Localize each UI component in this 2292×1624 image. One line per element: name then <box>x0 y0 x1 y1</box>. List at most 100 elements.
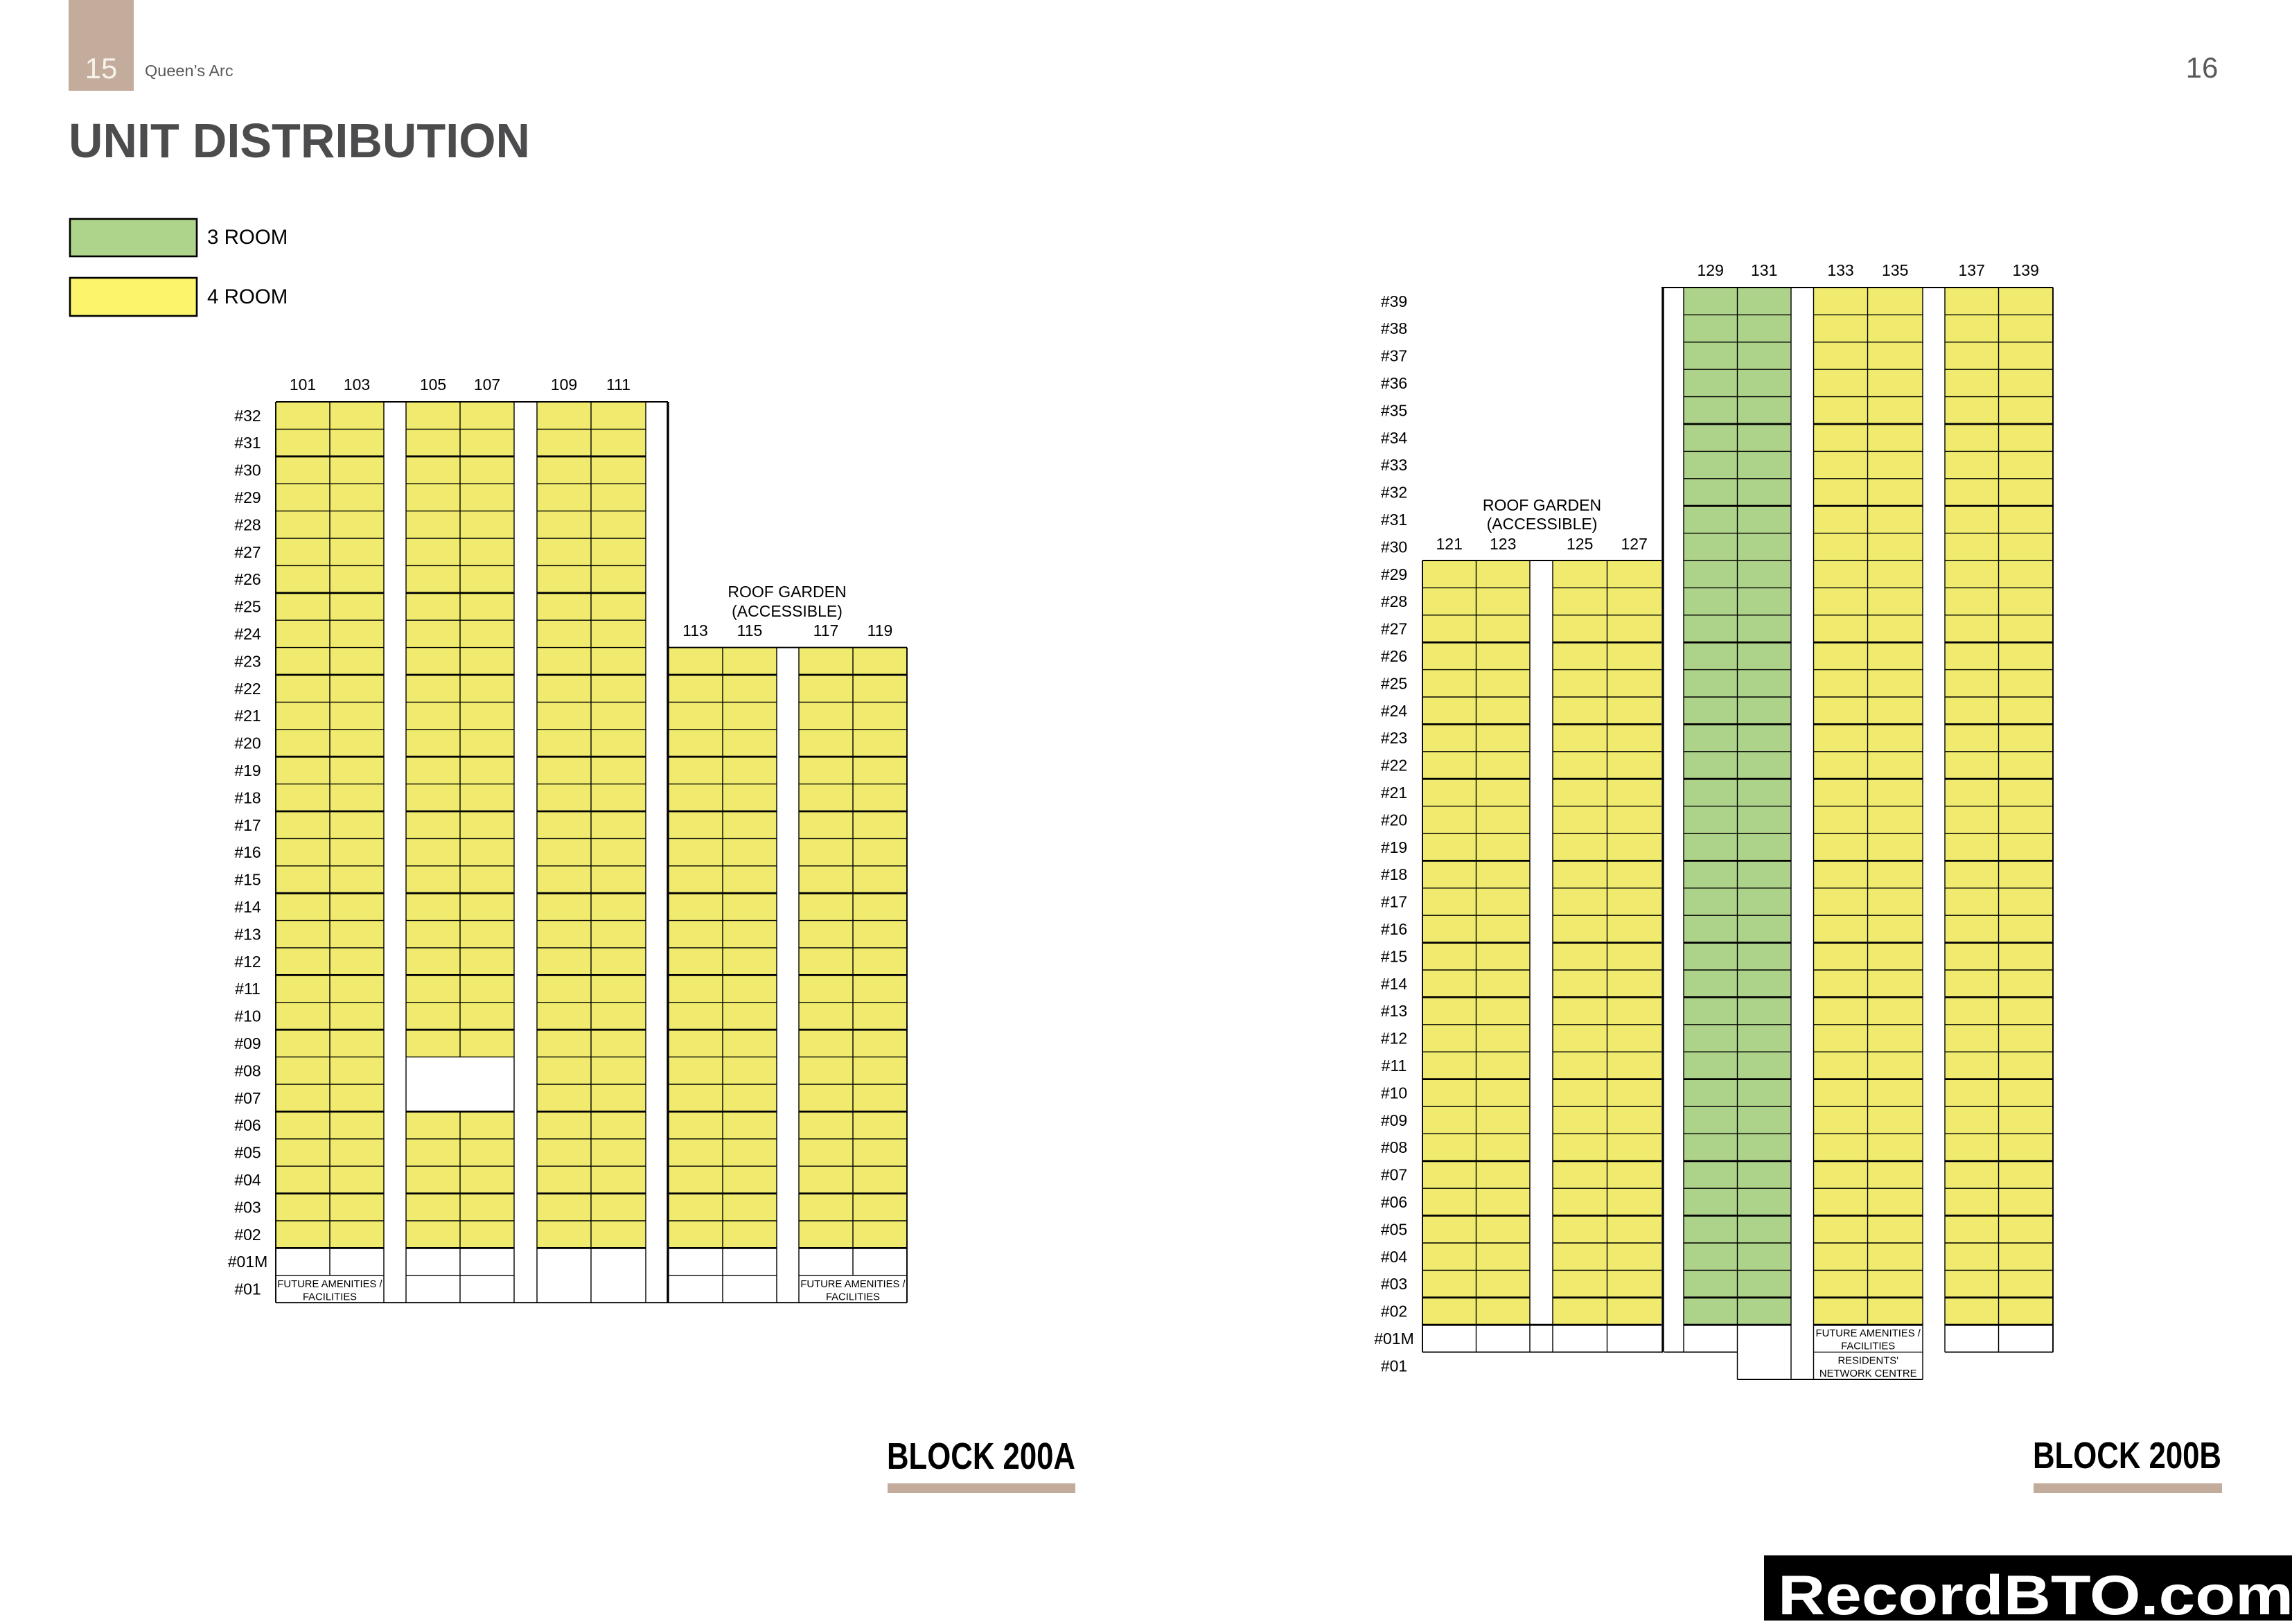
svg-text:#02: #02 <box>234 1226 261 1244</box>
svg-text:#05: #05 <box>1381 1220 1407 1238</box>
svg-text:#22: #22 <box>1381 757 1407 775</box>
svg-text:#09: #09 <box>1381 1111 1407 1129</box>
svg-text:#13: #13 <box>234 925 261 943</box>
svg-text:#07: #07 <box>1381 1166 1407 1184</box>
svg-text:#18: #18 <box>234 788 261 806</box>
svg-text:NETWORK CENTRE: NETWORK CENTRE <box>1819 1368 1917 1379</box>
svg-text:#01: #01 <box>1381 1357 1407 1375</box>
svg-text:#26: #26 <box>1381 647 1407 665</box>
svg-text:#34: #34 <box>1381 429 1408 447</box>
svg-text:#06: #06 <box>1381 1193 1407 1211</box>
svg-text:#10: #10 <box>1381 1084 1407 1102</box>
svg-text:#19: #19 <box>1381 838 1407 856</box>
svg-text:#02: #02 <box>1381 1303 1407 1321</box>
svg-text:FACILITIES: FACILITIES <box>303 1292 357 1303</box>
svg-text:16: 16 <box>2186 51 2219 84</box>
svg-text:101: 101 <box>290 376 316 394</box>
svg-text:129: 129 <box>1698 261 1724 279</box>
svg-text:#01M: #01M <box>1374 1330 1414 1348</box>
svg-text:#21: #21 <box>234 707 261 725</box>
svg-text:131: 131 <box>1751 261 1777 279</box>
svg-text:ROOF GARDEN: ROOF GARDEN <box>728 583 846 601</box>
svg-text:#35: #35 <box>1381 401 1407 419</box>
svg-text:FUTURE AMENITIES /: FUTURE AMENITIES / <box>800 1279 906 1290</box>
svg-text:121: 121 <box>1436 535 1463 553</box>
svg-text:#15: #15 <box>1381 947 1407 965</box>
svg-text:#12: #12 <box>1381 1030 1407 1048</box>
svg-text:119: 119 <box>867 621 893 639</box>
svg-text:#38: #38 <box>1381 319 1407 337</box>
svg-text:#31: #31 <box>234 434 261 452</box>
svg-text:#16: #16 <box>234 843 261 861</box>
svg-text:#19: #19 <box>234 761 261 779</box>
svg-text:#10: #10 <box>234 1007 261 1025</box>
svg-text:#27: #27 <box>1381 620 1407 638</box>
svg-text:4 ROOM: 4 ROOM <box>207 285 288 308</box>
svg-text:#12: #12 <box>234 953 261 971</box>
svg-text:#20: #20 <box>234 734 261 752</box>
svg-text:127: 127 <box>1621 535 1648 553</box>
svg-text:#15: #15 <box>234 871 261 889</box>
svg-text:UNIT DISTRIBUTION: UNIT DISTRIBUTION <box>69 114 530 168</box>
svg-text:#08: #08 <box>234 1061 261 1079</box>
svg-text:#29: #29 <box>1381 565 1407 583</box>
svg-text:FUTURE AMENITIES /: FUTURE AMENITIES / <box>277 1279 382 1290</box>
svg-text:#01M: #01M <box>228 1253 268 1271</box>
svg-text:#21: #21 <box>1381 784 1407 802</box>
svg-text:#17: #17 <box>1381 893 1407 911</box>
svg-text:#20: #20 <box>1381 811 1407 829</box>
svg-text:ROOF GARDEN: ROOF GARDEN <box>1483 496 1601 514</box>
svg-text:139: 139 <box>2013 261 2039 279</box>
svg-text:#08: #08 <box>1381 1138 1407 1156</box>
svg-text:#32: #32 <box>1381 484 1407 502</box>
svg-text:#26: #26 <box>234 570 261 588</box>
svg-text:107: 107 <box>474 376 500 394</box>
svg-text:#27: #27 <box>234 543 261 561</box>
svg-text:#07: #07 <box>234 1089 261 1107</box>
svg-text:#11: #11 <box>1382 1057 1407 1075</box>
svg-text:#11: #11 <box>235 980 261 998</box>
svg-text:#28: #28 <box>1381 592 1407 610</box>
svg-text:#14: #14 <box>1381 975 1408 993</box>
svg-text:#05: #05 <box>234 1144 261 1162</box>
svg-text:#31: #31 <box>1381 511 1407 529</box>
svg-text:BLOCK 200B: BLOCK 200B <box>2033 1435 2221 1476</box>
svg-text:#24: #24 <box>1381 702 1408 720</box>
svg-text:(ACCESSIBLE): (ACCESSIBLE) <box>732 602 843 620</box>
svg-text:125: 125 <box>1567 535 1593 553</box>
svg-text:#33: #33 <box>1381 456 1407 474</box>
svg-text:#01: #01 <box>234 1280 261 1298</box>
svg-text:#14: #14 <box>234 898 261 916</box>
svg-text:#06: #06 <box>234 1116 261 1134</box>
svg-text:#39: #39 <box>1381 292 1407 310</box>
svg-text:#32: #32 <box>234 407 261 425</box>
svg-text:#16: #16 <box>1381 920 1407 938</box>
svg-text:Queen’s Arc: Queen’s Arc <box>145 62 233 80</box>
svg-text:#30: #30 <box>234 461 261 479</box>
svg-text:#09: #09 <box>234 1034 261 1052</box>
svg-text:133: 133 <box>1827 261 1853 279</box>
svg-text:#36: #36 <box>1381 374 1407 392</box>
svg-text:#23: #23 <box>1381 729 1407 747</box>
svg-text:123: 123 <box>1490 535 1516 553</box>
svg-text:#24: #24 <box>234 625 261 643</box>
svg-text:#18: #18 <box>1381 865 1407 883</box>
svg-text:135: 135 <box>1882 261 1908 279</box>
svg-text:105: 105 <box>420 376 446 394</box>
svg-text:115: 115 <box>737 621 763 639</box>
svg-text:#03: #03 <box>1381 1275 1407 1293</box>
svg-text:#25: #25 <box>1381 674 1407 692</box>
svg-text:#29: #29 <box>234 488 261 506</box>
svg-text:FACILITIES: FACILITIES <box>1841 1341 1895 1352</box>
svg-text:#04: #04 <box>234 1171 261 1189</box>
svg-text:117: 117 <box>813 621 839 639</box>
svg-text:103: 103 <box>344 376 370 394</box>
svg-text:137: 137 <box>1959 261 1985 279</box>
svg-text:#22: #22 <box>234 680 261 698</box>
svg-text:#13: #13 <box>1381 1002 1407 1020</box>
svg-text:#17: #17 <box>234 816 261 834</box>
svg-text:RESIDENTS': RESIDENTS' <box>1837 1356 1898 1367</box>
svg-text:3 ROOM: 3 ROOM <box>207 226 288 249</box>
svg-text:111: 111 <box>606 376 631 394</box>
svg-text:#25: #25 <box>234 598 261 616</box>
